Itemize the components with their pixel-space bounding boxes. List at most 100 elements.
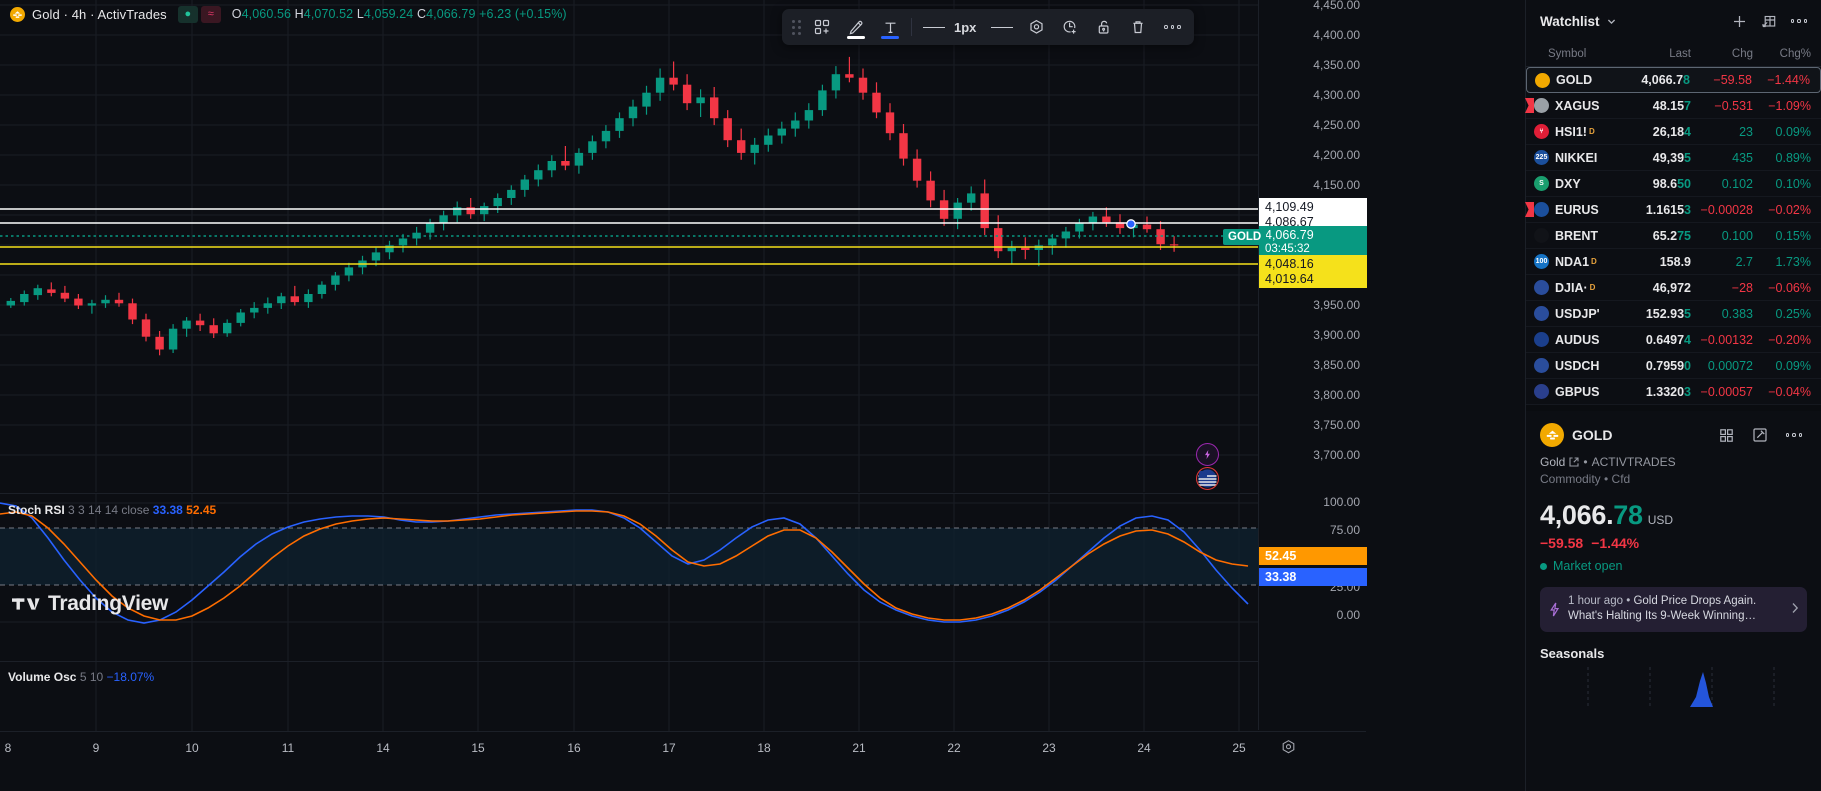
volume-osc-legend[interactable]: Volume Osc 5 10 −18.07%: [8, 670, 154, 684]
volume-osc-value: −18.07%: [106, 670, 155, 684]
row-last: 4,066.78: [1641, 73, 1690, 87]
column-last[interactable]: Last: [1669, 48, 1691, 60]
price-tag-yellow-upper[interactable]: 4,048.16: [1259, 255, 1367, 273]
row-flag-icon: [1525, 202, 1534, 217]
gold-price-pill[interactable]: GOLD: [1223, 229, 1267, 245]
us-economic-event-icon[interactable]: [1196, 467, 1219, 490]
row-change: 435: [1732, 150, 1753, 165]
detail-exchange[interactable]: ACTIVTRADES: [1591, 455, 1676, 469]
unlock-icon[interactable]: [1088, 12, 1120, 42]
stoch-rsi-pane[interactable]: Stoch RSI 3 3 14 14 close 33.38 52.45: [0, 493, 1258, 661]
more-options-icon[interactable]: [1787, 9, 1811, 33]
price-scale[interactable]: 4,450.00 4,400.00 4,350.00 4,300.00 4,25…: [1258, 0, 1367, 730]
settings-icon[interactable]: [1020, 12, 1052, 42]
detail-name[interactable]: Gold: [1540, 455, 1566, 469]
add-alert-icon[interactable]: [1054, 12, 1086, 42]
candle-series: [6, 56, 1179, 356]
lightning-icon: [1548, 602, 1561, 617]
market-status-badge[interactable]: ●: [177, 5, 198, 23]
more-icon[interactable]: [1156, 12, 1188, 42]
stoch-rsi-legend[interactable]: Stoch RSI 3 3 14 14 close 33.38 52.45: [8, 503, 216, 517]
row-symbol: USDCH: [1555, 358, 1600, 373]
pencil-color-swatch[interactable]: [847, 36, 865, 39]
edit-icon[interactable]: [1747, 423, 1773, 447]
row-flag-icon: [1525, 98, 1534, 113]
row-change-pct: −0.06%: [1768, 280, 1811, 295]
row-last: 1.33203: [1645, 384, 1691, 399]
watchlist-row[interactable]: USDCH 0.79590 0.00072 0.09%: [1526, 353, 1821, 379]
watchlist-row[interactable]: USDJP' 152.935 0.383 0.25%: [1526, 301, 1821, 327]
grid-view-icon[interactable]: [1713, 423, 1739, 447]
line-width-control[interactable]: 1px: [917, 12, 984, 42]
watchlist-row[interactable]: GOLD 4,066.78 −59.58 −1.44%: [1526, 67, 1821, 93]
lightning-badge-icon[interactable]: [1196, 443, 1219, 466]
news-dot: •: [1626, 595, 1631, 607]
bar-countdown: 03:45:32: [1265, 243, 1310, 255]
price-tick: 4,350.00: [1313, 58, 1360, 72]
text-tool[interactable]: [874, 12, 906, 42]
expand-table-icon[interactable]: [1757, 9, 1781, 33]
volume-osc-params: 5 10: [79, 670, 104, 684]
external-link-icon[interactable]: [1569, 457, 1579, 467]
row-change: −0.00132: [1700, 332, 1753, 347]
drag-handle[interactable]: [788, 19, 804, 35]
price-tick: 3,850.00: [1313, 358, 1360, 372]
price-tick: 4,400.00: [1313, 28, 1360, 42]
delayed-badge: D: [1588, 127, 1595, 136]
chevron-down-icon[interactable]: [1606, 16, 1617, 27]
volume-osc-pane[interactable]: Volume Osc 5 10 −18.07%: [0, 661, 1258, 731]
price-pane[interactable]: GOLD TradingView: [0, 0, 1267, 615]
market-status: Market open: [1540, 559, 1807, 573]
stoch-d-tag[interactable]: 52.45: [1259, 547, 1367, 565]
detail-separator: •: [1583, 455, 1588, 469]
row-change: 23: [1739, 124, 1753, 139]
row-change-pct: 0.89%: [1775, 150, 1811, 165]
watchlist-row[interactable]: BRENT 65.275 0.100 0.15%: [1526, 223, 1821, 249]
row-change: −0.00057: [1700, 384, 1753, 399]
time-tick: 22: [947, 741, 961, 755]
stoch-k-tag[interactable]: 33.38: [1259, 568, 1367, 586]
gold-icon: [1535, 72, 1550, 88]
change-value: +6.23 (+0.15%): [479, 7, 567, 21]
symbol-title[interactable]: Gold · 4h · ActivTrades: [32, 6, 167, 22]
watchlist-row[interactable]: S DXY 98.650 0.102 0.10%: [1526, 171, 1821, 197]
trash-icon[interactable]: [1122, 12, 1154, 42]
time-tick: 11: [281, 741, 295, 755]
timescale-settings-icon[interactable]: [1280, 739, 1297, 761]
time-scale[interactable]: 8 9 10 11 14 15 16 17 18 21 22 23 24 25: [0, 731, 1366, 763]
templates-icon[interactable]: [806, 12, 838, 42]
watchlist-row[interactable]: ⑂ HSI1! D 26,184 23 0.09%: [1526, 119, 1821, 145]
current-price-tag[interactable]: 4,066.79 03:45:32: [1259, 226, 1367, 258]
watchlist-row[interactable]: 225 NIKKEI 49,395 435 0.89%: [1526, 145, 1821, 171]
news-card[interactable]: 1 hour ago • Gold Price Drops Again. Wha…: [1540, 587, 1807, 632]
more-options-icon[interactable]: [1781, 423, 1807, 447]
price-tick: 3,750.00: [1313, 418, 1360, 432]
watchlist-row[interactable]: GBPUS 1.33203 −0.00057 −0.04%: [1526, 379, 1821, 405]
watchlist-row[interactable]: 100 NDA1 D 158.9 2.7 1.73%: [1526, 249, 1821, 275]
seasonals-chart[interactable]: [1540, 667, 1807, 707]
watchlist-row[interactable]: AUDUS 0.64974 −0.00132 −0.20%: [1526, 327, 1821, 353]
data-source-badge[interactable]: ≈: [200, 5, 221, 23]
price-tag-yellow-lower[interactable]: 4,019.64: [1259, 270, 1367, 288]
add-symbol-icon[interactable]: [1727, 9, 1751, 33]
pencil-tool[interactable]: [840, 12, 872, 42]
watchlist-row[interactable]: DJIA· D 46,972 −28 −0.06%: [1526, 275, 1821, 301]
gold-icon: [1540, 423, 1564, 447]
dxy-icon: S: [1534, 176, 1549, 191]
watchlist-row[interactable]: EURUS 1.16153 −0.00028 −0.02%: [1525, 197, 1821, 223]
watchlist-title[interactable]: Watchlist: [1540, 13, 1600, 29]
column-chgp[interactable]: Chg%: [1779, 48, 1811, 60]
detail-symbol[interactable]: GOLD: [1572, 427, 1613, 443]
stoch-tick: 0.00: [1336, 608, 1360, 622]
text-color-swatch[interactable]: [881, 36, 899, 39]
line-style[interactable]: [986, 12, 1018, 42]
price-tag-upper[interactable]: 4,109.49: [1259, 198, 1367, 216]
column-chg[interactable]: Chg: [1731, 48, 1753, 60]
time-tick: 21: [852, 741, 866, 755]
status-badges: ● ≈: [177, 5, 221, 23]
column-symbol[interactable]: Symbol: [1548, 48, 1587, 60]
row-change: 0.383: [1721, 306, 1753, 321]
chevron-right-icon[interactable]: [1791, 602, 1799, 617]
watchlist-row[interactable]: XAGUS 48.157 −0.531 −1.09%: [1525, 93, 1821, 119]
price-tick: 4,200.00: [1313, 148, 1360, 162]
